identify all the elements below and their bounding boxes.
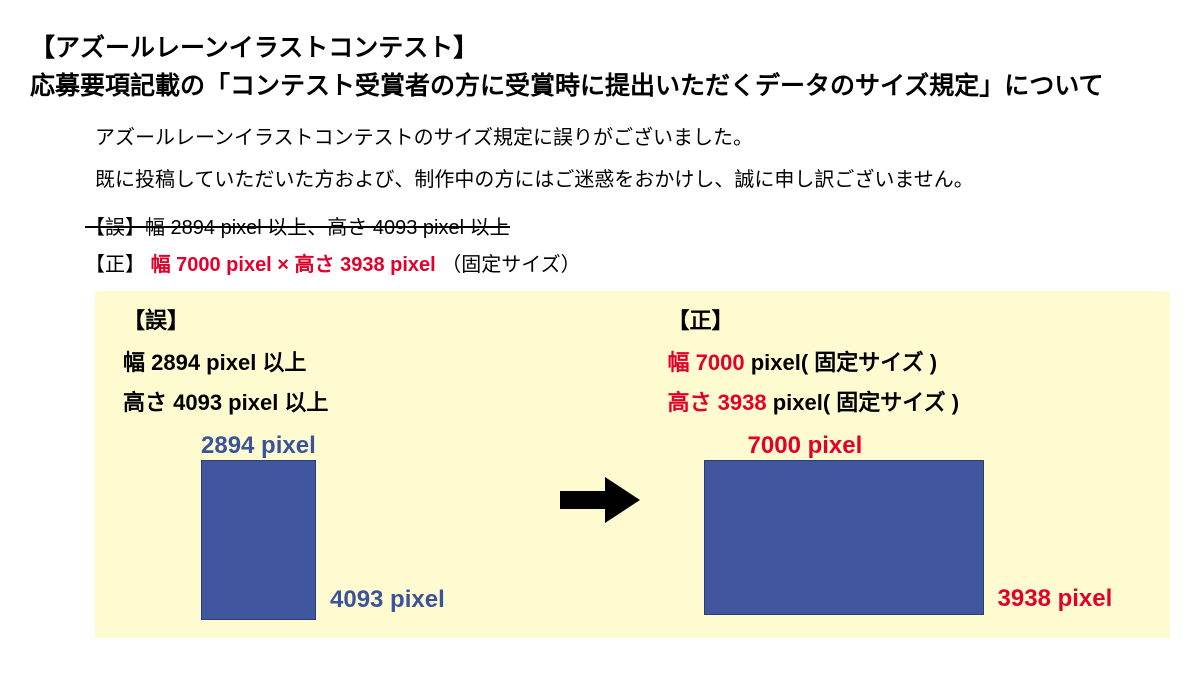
box-area-wrong: 2894 pixel 4093 pixel	[123, 432, 532, 620]
rect-wrong	[201, 460, 316, 620]
panel-wrong: 【誤】 幅 2894 pixel 以上 高さ 4093 pixel 以上 289…	[95, 291, 560, 638]
body-block: アズールレーンイラストコンテストのサイズ規定に誤りがございました。 既に投稿して…	[30, 123, 1170, 638]
spec1-red: 幅 7000	[668, 350, 745, 375]
right-height-label: 3938 pixel	[998, 585, 1113, 615]
arrow-right-icon	[560, 475, 640, 525]
panel-right-heading: 【正】	[668, 303, 1142, 335]
spec1-bk: pixel( 固定サイズ )	[745, 350, 937, 375]
spec2-bk: pixel( 固定サイズ )	[767, 390, 959, 415]
box-area-right: 7000 pixel 3938 pixel	[668, 432, 1142, 615]
panel-right-spec2: 高さ 3938 pixel( 固定サイズ )	[668, 383, 1142, 423]
title-block: 【アズールレーンイラストコンテスト】 応募要項記載の「コンテスト受賞者の方に受賞…	[30, 30, 1170, 105]
correct-spec-line: 【正】 幅 7000 pixel × 高さ 3938 pixel （固定サイズ）	[85, 248, 1170, 277]
body-p1: アズールレーンイラストコンテストのサイズ規定に誤りがございました。	[95, 123, 1170, 153]
body-p2: 既に投稿していただいた方および、制作中の方にはご迷惑をおかけし、誠に申し訳ござい…	[95, 165, 1170, 195]
wrong-width-label: 2894 pixel	[201, 432, 532, 460]
correct-prefix: 【正】	[85, 254, 145, 276]
title-line1: 【アズールレーンイラストコンテスト】	[30, 30, 1170, 68]
rect-right	[704, 460, 984, 615]
correct-suffix: （固定サイズ）	[441, 254, 580, 276]
arrow-wrap	[560, 291, 640, 638]
title-line2: 応募要項記載の「コンテスト受賞者の方に受賞時に提出いただくデータのサイズ規定」に…	[30, 68, 1170, 106]
correct-spec-red: 幅 7000 pixel × 高さ 3938 pixel	[151, 254, 436, 276]
wrong-height-label: 4093 pixel	[330, 586, 445, 620]
panel-wrong-spec1: 幅 2894 pixel 以上	[123, 343, 532, 383]
incorrect-spec-strikethrough: 【誤】幅 2894 pixel 以上、高さ 4093 pixel 以上	[85, 211, 510, 240]
panel-wrong-heading: 【誤】	[123, 303, 532, 335]
comparison-panel: 【誤】 幅 2894 pixel 以上 高さ 4093 pixel 以上 289…	[95, 291, 1170, 638]
panel-wrong-spec2: 高さ 4093 pixel 以上	[123, 383, 532, 423]
panel-right: 【正】 幅 7000 pixel( 固定サイズ ) 高さ 3938 pixel(…	[640, 291, 1170, 638]
panel-right-spec1: 幅 7000 pixel( 固定サイズ )	[668, 343, 1142, 383]
right-width-label: 7000 pixel	[748, 432, 1142, 460]
spec2-red: 高さ 3938	[668, 390, 767, 415]
